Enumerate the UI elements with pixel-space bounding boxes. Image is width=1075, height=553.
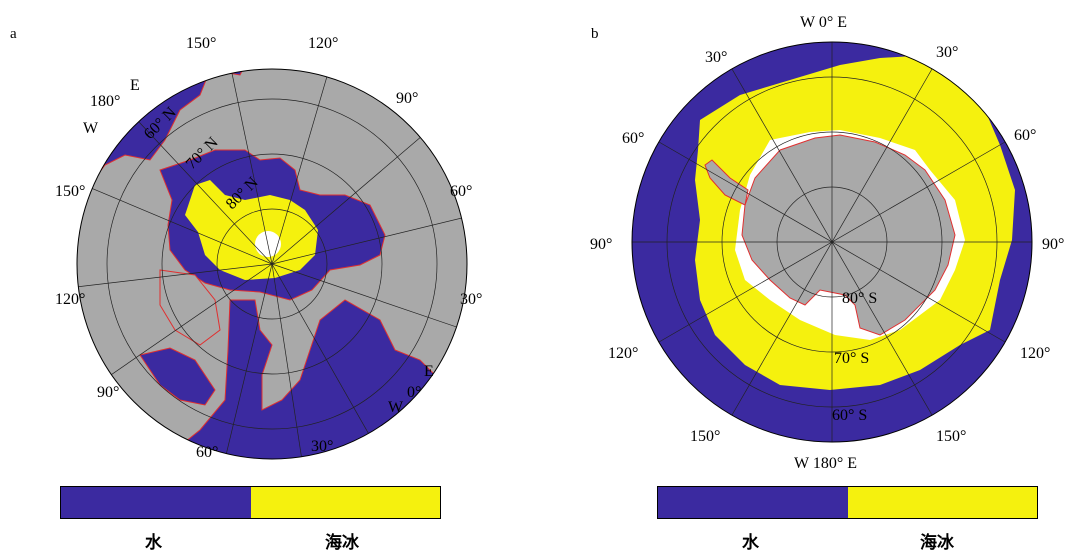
a-lon-60-bottom: 60° xyxy=(196,444,218,461)
b-lon-30-left: 30° xyxy=(705,49,727,66)
a-lon-150-left: 150° xyxy=(55,183,85,200)
b-lat-70: 70° S xyxy=(834,350,869,367)
a-hemi-w-bottom: W xyxy=(388,399,404,416)
a-lon-30-right: 30° xyxy=(460,291,482,308)
b-lat-80: 80° S xyxy=(842,290,877,307)
a-lon-120-left: 120° xyxy=(55,291,85,308)
arctic-graticule xyxy=(106,98,438,430)
legend-b-ice-label: 海冰 xyxy=(920,533,954,553)
legend-bar-b xyxy=(657,486,1038,519)
legend-a-water-swatch xyxy=(61,487,251,518)
b-lon-60-right: 60° xyxy=(1014,127,1036,144)
b-lon-90-right: 90° xyxy=(1042,236,1064,253)
legend-b-water-swatch xyxy=(658,487,848,518)
arctic-archipelago xyxy=(159,269,221,346)
a-lon-180: 180° xyxy=(90,93,120,110)
antarctic-map: W 0° E W 180° E 30° 30° 60° 60° 90° 90° … xyxy=(590,14,1064,472)
legend-a-ice-swatch xyxy=(250,487,440,518)
b-lon-30-right: 30° xyxy=(936,44,958,61)
antarctic-meridians xyxy=(632,42,1032,442)
a-hemi-w-top: W xyxy=(83,120,99,137)
a-hemi-e-bottom: E xyxy=(424,363,434,380)
legend-b-water-label: 水 xyxy=(742,533,759,553)
antarctic-peninsula xyxy=(704,159,749,206)
a-lon-90-right: 90° xyxy=(396,90,418,107)
arctic-map: 150° 120° 90° 60° 30° 0° 30° 60° 90° 120… xyxy=(55,35,482,461)
b-lat-60: 60° S xyxy=(832,407,867,424)
b-lon-150-right: 150° xyxy=(936,428,966,445)
a-hemi-e-top: E xyxy=(130,77,140,94)
b-lon-150-left: 150° xyxy=(690,428,720,445)
b-lon-120-left: 120° xyxy=(608,345,638,362)
panel-a-letter: a xyxy=(10,26,17,42)
antarctic-border xyxy=(631,41,1033,443)
a-lon-0: 0° xyxy=(407,384,421,401)
a-lon-30-bottom: 30° xyxy=(311,438,333,455)
legend-a-ice-label: 海冰 xyxy=(325,533,359,553)
a-lon-60-right: 60° xyxy=(450,183,472,200)
b-lon-90-left: 90° xyxy=(590,236,612,253)
b-lon-60-left: 60° xyxy=(622,130,644,147)
a-lon-90-left: 90° xyxy=(97,384,119,401)
antarctic-land xyxy=(741,134,956,336)
arctic-sea-ice xyxy=(185,180,318,280)
panel-b-letter: b xyxy=(591,26,599,42)
b-top-meridian: W 0° E xyxy=(800,14,847,31)
legend-a-water-label: 水 xyxy=(145,533,162,553)
arctic-hudson-water xyxy=(139,347,216,406)
legend-b-ice-swatch xyxy=(847,487,1037,518)
a-lon-150-top: 150° xyxy=(186,35,216,52)
b-lon-120-right: 120° xyxy=(1020,345,1050,362)
arctic-border xyxy=(76,68,468,460)
a-lon-120-top: 120° xyxy=(308,35,338,52)
b-bottom-meridian: W 180° E xyxy=(794,455,857,472)
legend-bar-a xyxy=(60,486,441,519)
